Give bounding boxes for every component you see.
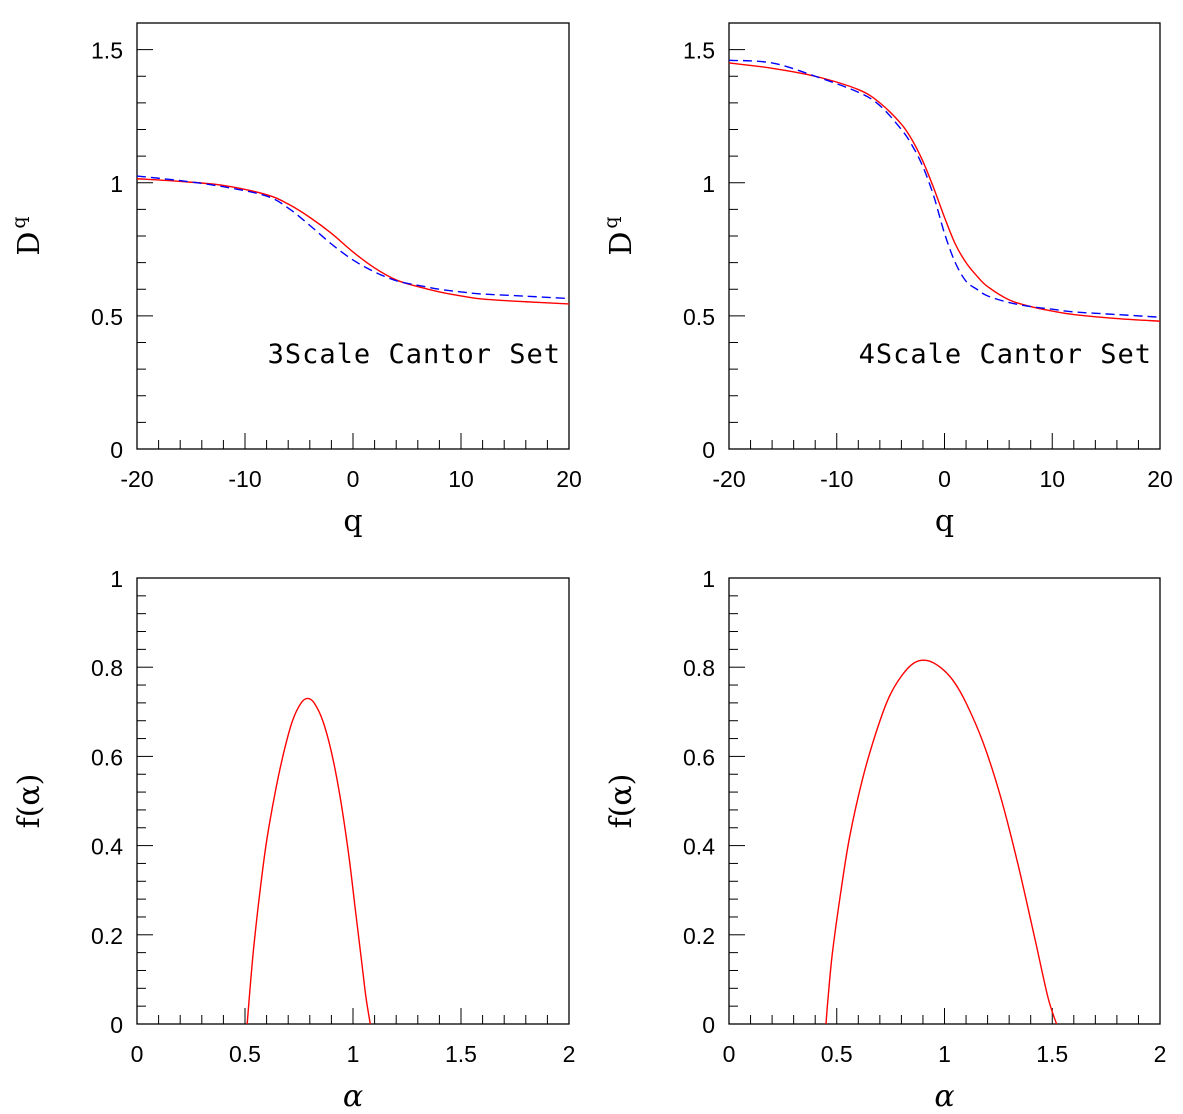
- y-axis-label: f(α): [12, 774, 47, 829]
- x-tick-label: 10: [448, 466, 474, 492]
- x-axis-label: q: [343, 504, 362, 539]
- plot-frame: [136, 577, 570, 1025]
- series-line-solid: [136, 178, 570, 305]
- y-tick-label: 0: [702, 437, 715, 463]
- series-line-dashed: [136, 175, 570, 300]
- y-tick-label: 0.4: [91, 834, 123, 860]
- panel-falpha-3scale: 0 0.5 1 1.5 2 0 0.2 0.4 0.6 0.8 1 α f(α): [12, 566, 575, 1114]
- y-tick-label: 0: [110, 437, 123, 463]
- x-tick-label: 0: [938, 466, 951, 492]
- x-tick-label: 1: [938, 1041, 951, 1067]
- y-axis-label: Dq: [600, 216, 639, 255]
- x-tick-label: 0.5: [821, 1041, 853, 1067]
- y-tick-label: 1.5: [91, 38, 123, 64]
- y-tick-label: 0: [702, 1012, 715, 1038]
- plot-frame: [136, 22, 570, 450]
- y-tick-label: 1: [702, 171, 715, 197]
- x-tick-label: 2: [563, 1041, 576, 1067]
- x-tick-label: -20: [712, 466, 745, 492]
- x-tick-label: 10: [1039, 466, 1065, 492]
- x-tick-label: 1.5: [445, 1041, 477, 1067]
- x-tick-label: -10: [228, 466, 261, 492]
- x-tick-label: 0.5: [229, 1041, 261, 1067]
- plot-frame: [728, 22, 1161, 450]
- panel-annotation: 4Scale Cantor Set: [859, 339, 1152, 370]
- x-tick-label: -20: [120, 466, 153, 492]
- x-tick-label: 2: [1154, 1041, 1167, 1067]
- x-axis-label: q: [935, 504, 954, 539]
- x-tick-label: 20: [556, 466, 582, 492]
- x-tick-label: 20: [1147, 466, 1173, 492]
- y-tick-label: 0.6: [683, 744, 715, 770]
- y-tick-label: 0.5: [683, 304, 715, 330]
- x-axis-label: α: [934, 1079, 954, 1114]
- y-tick-label: 0.4: [683, 834, 715, 860]
- panel-falpha-4scale: 0 0.5 1 1.5 2 0 0.2 0.4 0.6 0.8 1 α f(α): [604, 566, 1166, 1114]
- y-tick-label: 0: [110, 1012, 123, 1038]
- x-axis-label: α: [343, 1079, 363, 1114]
- y-axis-label: f(α): [604, 774, 639, 829]
- series-line-dashed: [728, 59, 1161, 318]
- series-line-solid: [825, 659, 1058, 1025]
- x-tick-label: 0: [131, 1041, 144, 1067]
- y-tick-label: 0.6: [91, 744, 123, 770]
- y-axis-label-subscript: q: [8, 216, 30, 228]
- y-tick-label: 1: [110, 171, 123, 197]
- x-tick-label: 0: [347, 466, 360, 492]
- y-axis-label: Dq: [8, 216, 47, 255]
- plot-frame: [728, 577, 1161, 1025]
- y-tick-label: 1: [110, 566, 123, 592]
- y-tick-label: 1: [702, 566, 715, 592]
- x-tick-label: 1.5: [1036, 1041, 1068, 1067]
- series-line-solid: [246, 697, 371, 1025]
- panel-annotation: 3Scale Cantor Set: [268, 339, 561, 370]
- x-tick-label: 0: [723, 1041, 736, 1067]
- y-tick-label: 0.2: [91, 923, 123, 949]
- y-tick-label: 1.5: [683, 38, 715, 64]
- y-tick-label: 0.2: [683, 923, 715, 949]
- y-tick-label: 0.8: [683, 655, 715, 681]
- y-axis-label-subscript: q: [600, 216, 622, 228]
- x-tick-label: -10: [820, 466, 853, 492]
- series-line-solid: [728, 62, 1161, 322]
- x-tick-label: 1: [347, 1041, 360, 1067]
- y-tick-label: 0.8: [91, 655, 123, 681]
- y-tick-label: 0.5: [91, 304, 123, 330]
